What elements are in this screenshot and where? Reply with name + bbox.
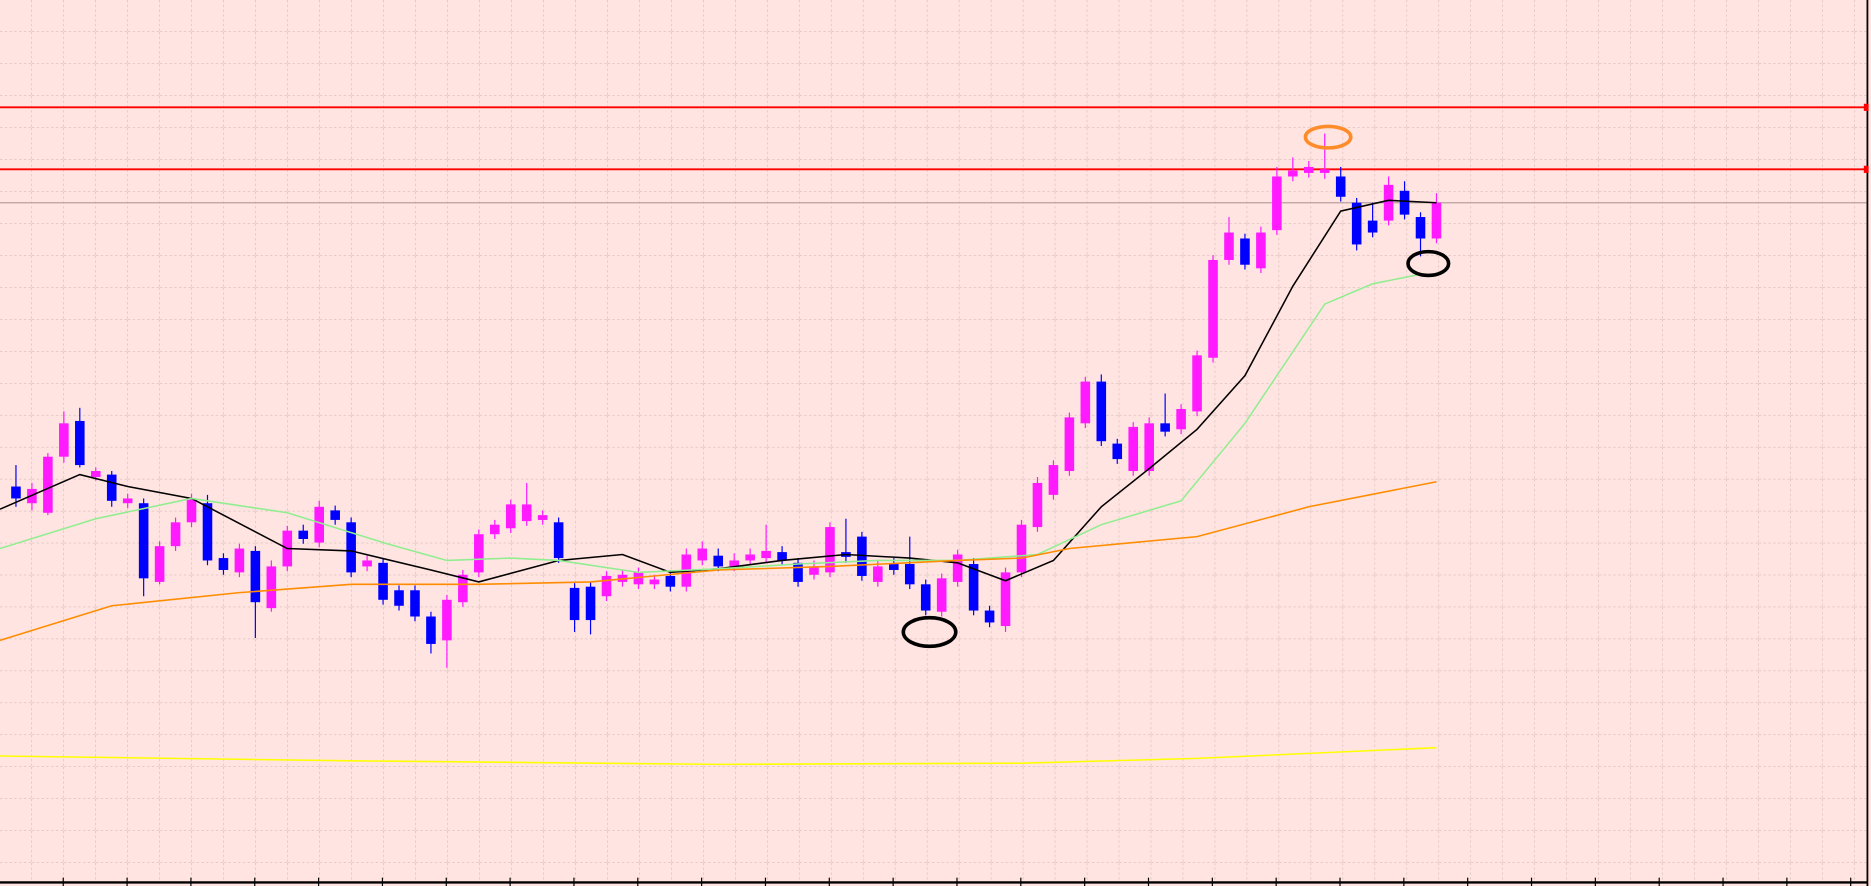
- candle-body: [202, 503, 213, 561]
- candle-body: [889, 564, 899, 570]
- candle-body: [426, 616, 436, 644]
- candle-body: [952, 554, 963, 582]
- candle-body: [777, 552, 787, 561]
- candle-body: [1224, 232, 1234, 260]
- candle-body: [43, 456, 53, 513]
- candle-body: [1160, 423, 1170, 432]
- candle-body: [1288, 170, 1298, 177]
- candle-body: [489, 524, 500, 535]
- candle-body: [298, 530, 309, 539]
- candle-body: [1144, 423, 1154, 472]
- candle-body: [1240, 238, 1250, 265]
- candle-body: [346, 522, 356, 573]
- candle-body: [59, 423, 69, 457]
- candle-body: [729, 560, 739, 567]
- candle-body: [665, 575, 676, 587]
- candle-body: [250, 550, 261, 603]
- candle-body: [1000, 572, 1011, 627]
- candle-body: [170, 522, 181, 547]
- candle-body: [1256, 232, 1266, 269]
- candle-body: [1383, 184, 1394, 221]
- candle-body: [553, 522, 564, 559]
- candle-body: [90, 471, 101, 477]
- bottom-ticks: [62, 877, 1852, 886]
- candle-body: [1016, 524, 1027, 573]
- candle-body: [394, 590, 404, 606]
- candle-body: [601, 575, 612, 597]
- candle-body: [920, 584, 931, 611]
- candle-body: [936, 578, 947, 612]
- candle-body: [458, 574, 468, 603]
- candle-body: [362, 560, 372, 567]
- candle-body: [984, 610, 995, 623]
- candle-body: [1048, 465, 1059, 495]
- highlight-ellipse: [1406, 249, 1451, 278]
- candle-body: [521, 504, 532, 522]
- level-marker: [1863, 103, 1869, 111]
- candle-body: [585, 586, 596, 621]
- candle-body: [186, 498, 197, 523]
- candle-body: [314, 506, 325, 543]
- candle-body: [378, 562, 388, 600]
- candle-body: [234, 548, 245, 573]
- candle-body: [761, 550, 771, 559]
- candle-body: [1415, 217, 1426, 239]
- candle-body: [1176, 409, 1186, 430]
- candle-body: [1080, 381, 1091, 424]
- candle-body: [793, 562, 803, 582]
- candle-body: [809, 566, 819, 575]
- candle-body: [745, 554, 755, 561]
- candle-body: [442, 599, 452, 641]
- candle-body: [1272, 176, 1282, 231]
- candle-body: [1208, 259, 1218, 358]
- candle-body: [1319, 169, 1330, 173]
- candle-body: [569, 587, 580, 621]
- candle-body: [1367, 220, 1378, 233]
- candle-body: [1304, 166, 1314, 173]
- candle-body: [857, 536, 867, 576]
- candle-body: [1192, 355, 1202, 412]
- candle-body: [904, 564, 915, 585]
- candle-body: [122, 498, 133, 504]
- candle-body: [154, 546, 165, 582]
- candle-body: [633, 572, 644, 585]
- candle-body: [505, 504, 516, 529]
- moving-average-line: [0, 480, 1437, 642]
- candle-body: [1032, 482, 1043, 528]
- candle-body: [106, 474, 117, 501]
- candle-body: [537, 515, 548, 520]
- candle-body: [138, 503, 149, 579]
- candle-body: [218, 558, 229, 570]
- candle-body: [1335, 176, 1346, 197]
- candle-body: [968, 564, 979, 611]
- moving-average-line: [0, 746, 1437, 766]
- candle-body: [11, 486, 21, 499]
- moving-average-line: [0, 199, 1437, 583]
- candle-body: [266, 566, 277, 609]
- candle-body: [713, 555, 724, 567]
- candle-body: [410, 590, 420, 617]
- candle-body: [1399, 190, 1410, 215]
- candle-body: [873, 566, 883, 582]
- marks: [0, 103, 1869, 766]
- candle-body: [1351, 202, 1362, 245]
- candle-body: [697, 548, 708, 561]
- moving-average-line: [0, 273, 1421, 574]
- candle-body: [1096, 381, 1107, 442]
- candle-body: [1112, 443, 1123, 460]
- candle-body: [1064, 417, 1075, 472]
- candle-body: [1431, 202, 1442, 239]
- highlight-ellipse: [1303, 124, 1353, 150]
- level-marker: [1863, 165, 1869, 173]
- candle-body: [649, 579, 660, 585]
- highlight-ellipse: [901, 615, 958, 649]
- candle-body: [474, 534, 484, 573]
- candle-body: [330, 510, 340, 520]
- candle-body: [75, 420, 85, 466]
- candle-body: [1128, 426, 1139, 472]
- candle-body: [825, 527, 835, 573]
